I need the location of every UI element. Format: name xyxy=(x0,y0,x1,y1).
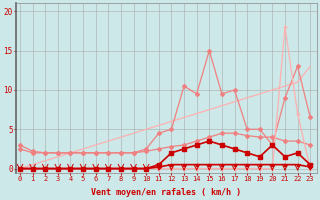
X-axis label: Vent moyen/en rafales ( km/h ): Vent moyen/en rafales ( km/h ) xyxy=(92,188,241,197)
